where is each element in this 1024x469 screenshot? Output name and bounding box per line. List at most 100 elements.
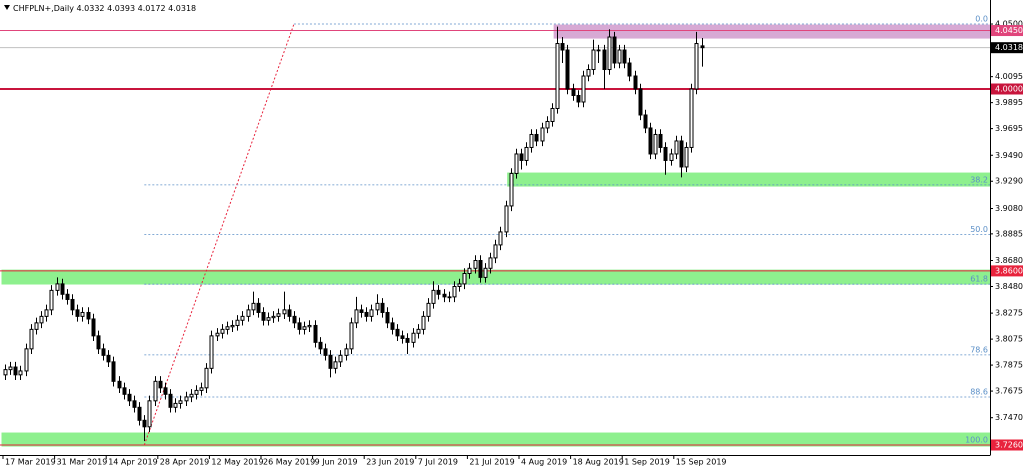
candle-body: [694, 43, 699, 90]
candle-body: [627, 62, 632, 77]
candle-body: [436, 289, 441, 295]
open: 4.0332: [77, 4, 105, 13]
candle-body: [591, 49, 596, 71]
candle-body: [117, 380, 122, 389]
axis-panel-bottom: [0, 455, 1024, 469]
x-tick-label: 21 Jul 2019: [469, 458, 514, 467]
candle-body: [540, 127, 545, 142]
candle-body: [519, 153, 524, 161]
fib-trendline: [143, 23, 295, 446]
menu-arrow[interactable]: [4, 5, 10, 10]
candle-body: [3, 369, 8, 376]
candle-body: [674, 140, 679, 155]
candle-body: [354, 309, 359, 324]
candle-body: [313, 324, 318, 343]
candle-body: [256, 302, 261, 313]
candle-body: [442, 293, 447, 298]
candle-body: [571, 88, 576, 96]
fib-label: 38.2: [970, 175, 988, 184]
candle-body: [509, 172, 514, 207]
y-tick-label: 3.9895: [995, 98, 1023, 107]
candle-body: [426, 302, 431, 317]
candle-body: [395, 328, 400, 337]
candle-body: [669, 153, 674, 161]
zone: [507, 172, 991, 187]
candle-body: [478, 260, 483, 278]
candle-body: [184, 396, 189, 402]
candle-body: [344, 348, 349, 356]
candle-body: [405, 337, 410, 343]
close: 4.0318: [168, 4, 196, 13]
candle-body: [65, 293, 70, 300]
candle-body: [287, 309, 292, 317]
candle-body: [127, 393, 132, 402]
y-tick-label: 3.9490: [995, 151, 1023, 160]
candle-body: [29, 328, 34, 350]
candle-body: [225, 326, 230, 330]
level-price-label: 4.0000: [995, 84, 1023, 93]
x-tick-label: 9 Jun 2019: [315, 458, 358, 467]
candle-body: [467, 267, 472, 274]
candle-body: [246, 309, 251, 317]
candle-body: [106, 354, 111, 363]
x-tick-label: 18 Aug 2019: [573, 458, 624, 467]
candle-body: [338, 354, 343, 363]
candle-body: [266, 317, 271, 321]
candle-body: [80, 311, 85, 317]
candle-body: [86, 311, 91, 320]
candle-body: [565, 49, 570, 90]
fib-label: 88.6: [970, 388, 988, 397]
candle-body: [333, 361, 338, 369]
x-tick-label: 31 Mar 2019: [57, 458, 108, 467]
candle-body: [493, 244, 498, 259]
y-tick-label: 3.9080: [995, 204, 1023, 213]
candle-body: [643, 114, 648, 129]
candle-body: [560, 43, 565, 51]
candle-body: [101, 348, 106, 356]
level-price-label: 3.8600: [995, 266, 1023, 275]
candle-body: [679, 140, 684, 168]
high: 4.0393: [107, 4, 135, 13]
candle-body: [421, 315, 426, 330]
candle-body: [70, 298, 75, 311]
candle-body: [504, 205, 509, 233]
candle-body: [658, 133, 663, 148]
candle-body: [689, 88, 694, 148]
candle-body: [194, 389, 199, 395]
candle-body: [653, 133, 658, 155]
candle-body: [44, 309, 49, 317]
y-tick-label: 3.9695: [995, 124, 1023, 133]
candle-body: [163, 387, 168, 395]
candle-body: [359, 309, 364, 313]
level-price-label: 3.7260: [995, 440, 1023, 449]
candle-body: [142, 419, 147, 428]
symbol: CHFPLN+,Daily: [13, 4, 74, 13]
candle-body: [524, 146, 529, 161]
level-price-box: [991, 439, 1023, 451]
candle-body: [700, 45, 705, 49]
candle-body: [147, 400, 152, 428]
candle-body: [13, 366, 18, 376]
candle-body: [220, 328, 225, 334]
candle-body: [204, 367, 209, 389]
candle-body: [137, 406, 142, 421]
x-tick-label: 17 Mar 2019: [5, 458, 56, 467]
y-tick-label: 3.8680: [995, 256, 1023, 265]
candle-body: [307, 324, 312, 328]
candle-body: [271, 315, 276, 319]
zone: [1, 269, 991, 285]
candle-body: [452, 285, 457, 298]
y-tick-label: 3.8075: [995, 335, 1023, 344]
candle-body: [55, 283, 60, 291]
candle-body: [209, 335, 214, 369]
candle-body: [158, 380, 163, 389]
candle-body: [323, 348, 328, 356]
candle-body: [483, 267, 488, 278]
candle-body: [111, 361, 116, 382]
candle-body: [318, 341, 323, 350]
candle-body: [369, 309, 374, 317]
candle-body: [385, 311, 390, 324]
x-tick-label: 28 Apr 2019: [160, 458, 209, 467]
